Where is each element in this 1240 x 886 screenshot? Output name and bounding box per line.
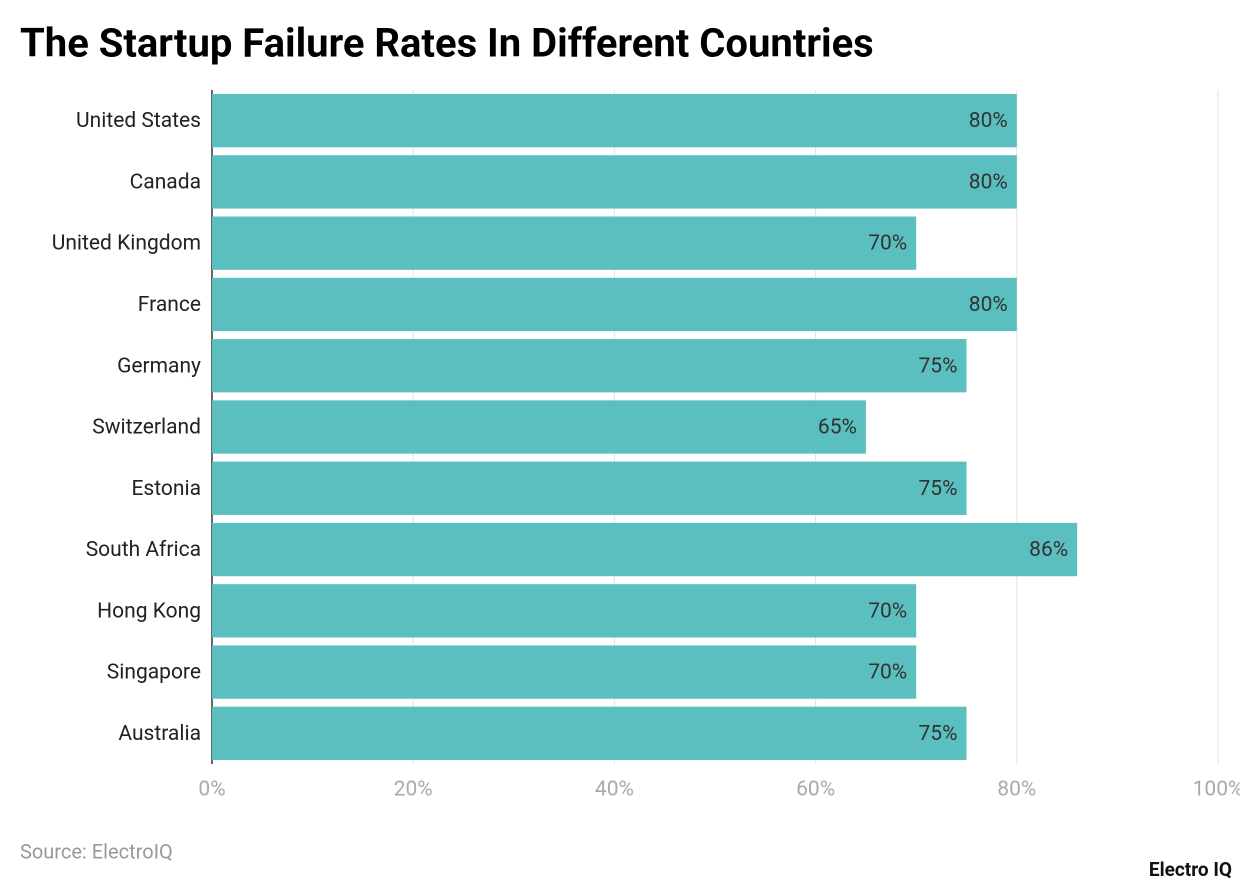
bar	[212, 339, 967, 393]
y-tick-label: Australia	[118, 722, 201, 746]
value-label: 70%	[868, 599, 907, 623]
x-tick-label: 80%	[997, 778, 1036, 802]
y-tick-label: France	[138, 293, 201, 317]
value-label: 86%	[1029, 538, 1068, 562]
x-tick-label: 60%	[796, 778, 835, 802]
x-tick-label: 100%	[1193, 778, 1240, 802]
bar	[212, 93, 1017, 148]
y-tick-label: Estonia	[131, 477, 201, 501]
source: Source: ElectroIQ	[20, 839, 173, 863]
value-label: 75%	[919, 722, 958, 746]
value-label: 75%	[919, 477, 958, 501]
y-tick-label: Singapore	[107, 661, 201, 685]
bar	[212, 277, 1017, 332]
y-tick-label: Canada	[130, 170, 201, 194]
bar	[212, 645, 917, 699]
bar	[212, 216, 917, 270]
value-label: 80%	[969, 109, 1008, 133]
value-label: 70%	[868, 661, 907, 685]
y-tick-label: Switzerland	[92, 416, 201, 440]
value-label: 65%	[818, 416, 857, 440]
bar	[212, 584, 917, 638]
bar	[212, 155, 1017, 209]
watermark: Electro IQ	[1149, 858, 1232, 881]
x-tick-label: 40%	[595, 778, 634, 802]
bar	[212, 706, 967, 761]
y-tick-label: Hong Kong	[97, 599, 201, 623]
chart-title: The Startup Failure Rates In Different C…	[20, 20, 874, 67]
value-label: 80%	[969, 293, 1008, 317]
y-tick-label: Germany	[117, 354, 201, 378]
y-tick-label: South Africa	[86, 538, 201, 562]
y-tick-label: United States	[76, 109, 201, 133]
x-tick-label: 0%	[198, 778, 225, 802]
y-tick-label: United Kingdom	[52, 232, 201, 256]
bar	[212, 400, 866, 454]
value-label: 70%	[868, 232, 907, 256]
bar	[212, 522, 1078, 577]
value-label: 80%	[969, 170, 1008, 194]
x-tick-label: 20%	[394, 778, 433, 802]
value-label: 75%	[919, 354, 958, 378]
bar	[212, 461, 967, 515]
